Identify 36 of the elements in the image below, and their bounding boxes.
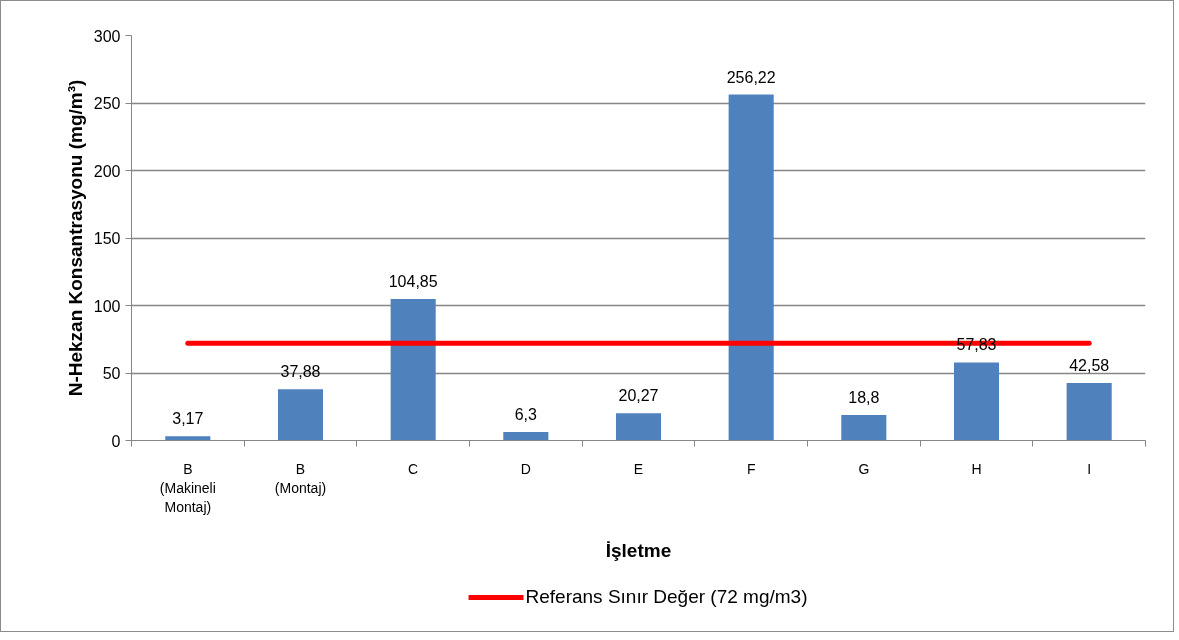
y-axis-title: N-Hekzan Konsantrasyonu (mg/m³): [64, 79, 86, 397]
bar: [615, 413, 662, 441]
x-tick-label: G: [858, 460, 870, 477]
y-tick-label: 250: [93, 95, 121, 112]
data-label: 42,58: [1069, 357, 1110, 375]
data-label: 6,3: [514, 405, 538, 423]
bar: [841, 415, 887, 441]
data-label: 37,88: [280, 363, 321, 381]
x-tick-label: B (Montaj): [274, 460, 327, 496]
data-label: 20,27: [618, 387, 659, 405]
data-label: 3,17: [172, 410, 204, 428]
x-tick-label: E: [633, 460, 644, 477]
bar: [1066, 383, 1112, 441]
x-tick-label: C: [408, 460, 419, 477]
bar: [165, 436, 211, 441]
legend-label: Referans Sınır Değer (72 mg/m3): [525, 586, 808, 608]
x-tick-label: D: [520, 460, 531, 477]
data-label: 256,22: [726, 68, 776, 86]
bar: [728, 94, 774, 441]
bar: [953, 362, 1000, 441]
x-tick-label: F: [746, 460, 756, 477]
x-tick-label: I: [1087, 460, 1092, 477]
x-tick-label: H: [971, 460, 982, 477]
bar: [503, 431, 549, 441]
y-tick-label: 150: [93, 230, 121, 247]
bar: [277, 389, 324, 441]
x-axis-title: İşletme: [605, 539, 672, 561]
data-label: 18,8: [848, 389, 880, 407]
x-tick-label: B (Makineli Montaj): [159, 460, 216, 515]
y-tick-label: 200: [93, 162, 121, 180]
bar: [390, 298, 436, 441]
y-tick-label: 300: [93, 27, 121, 45]
y-tick-label: 100: [93, 297, 121, 315]
y-tick-label: 0: [111, 432, 121, 450]
y-tick-label: 50: [102, 365, 121, 382]
data-label: 104,85: [388, 272, 438, 290]
